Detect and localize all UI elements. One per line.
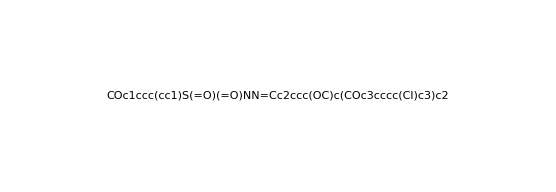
Text: COc1ccc(cc1)S(=O)(=O)NN=Cc2ccc(OC)c(COc3cccc(Cl)c3)c2: COc1ccc(cc1)S(=O)(=O)NN=Cc2ccc(OC)c(COc3… (107, 91, 449, 101)
